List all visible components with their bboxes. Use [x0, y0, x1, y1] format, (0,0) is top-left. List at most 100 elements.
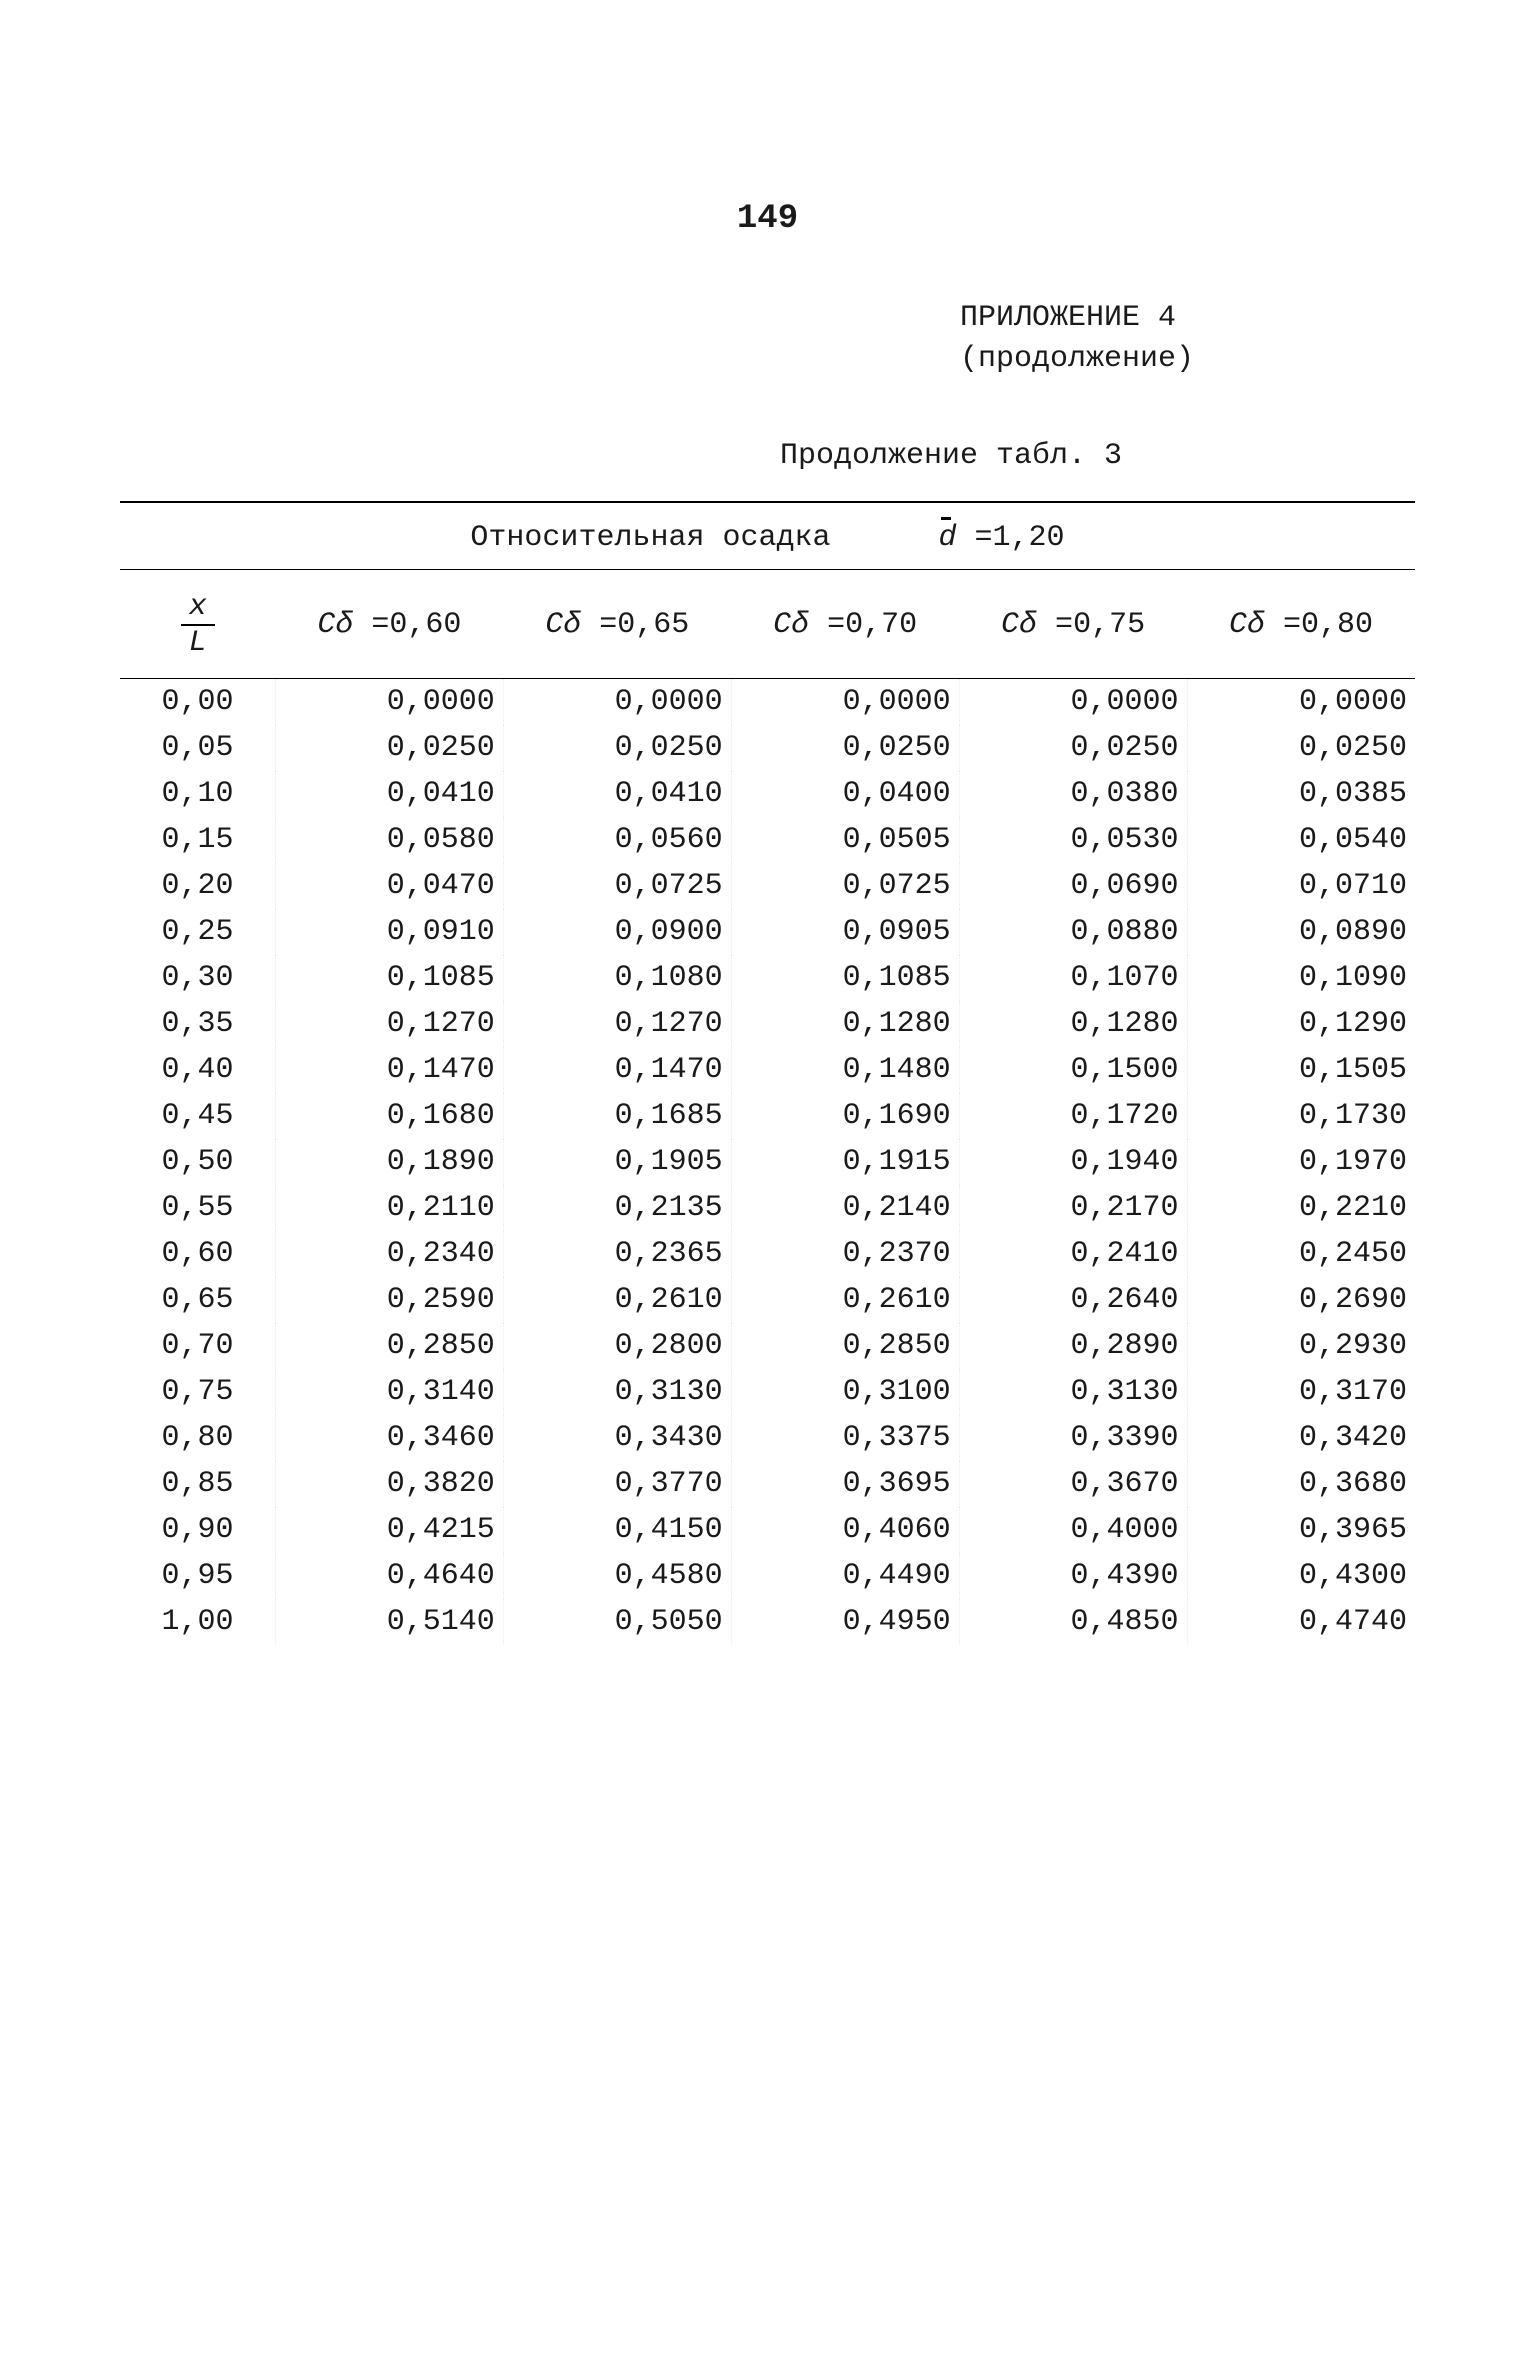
data-cell: 0,1940	[959, 1139, 1187, 1185]
row-label-cell: 0,70	[120, 1323, 275, 1369]
table-row: 0,100,04100,04100,04000,03800,0385	[120, 771, 1415, 817]
data-cell: 0,4390	[959, 1553, 1187, 1599]
row-label-cell: 0,60	[120, 1231, 275, 1277]
table-row: 0,150,05800,05600,05050,05300,0540	[120, 817, 1415, 863]
data-cell: 0,4950	[731, 1599, 959, 1645]
row-label-cell: 1,00	[120, 1599, 275, 1645]
table-row: 0,900,42150,41500,40600,40000,3965	[120, 1507, 1415, 1553]
data-cell: 0,4060	[731, 1507, 959, 1553]
page: 149 ПРИЛОЖЕНИЕ 4 (продолжение) Продолжен…	[0, 0, 1535, 2363]
data-cell: 0,4150	[503, 1507, 731, 1553]
table-row: 0,400,14700,14700,14800,15000,1505	[120, 1047, 1415, 1093]
table-super-header: Относительная осадка d =1,20	[120, 502, 1415, 570]
table-row: 0,450,16800,16850,16900,17200,1730	[120, 1093, 1415, 1139]
data-cell: 0,1905	[503, 1139, 731, 1185]
data-cell: 0,4215	[275, 1507, 503, 1553]
data-cell: 0,0250	[731, 725, 959, 771]
data-cell: 0,3130	[503, 1369, 731, 1415]
row-label-cell: 0,15	[120, 817, 275, 863]
data-cell: 0,0000	[731, 679, 959, 726]
col-head-5: Cδ =0,80	[1187, 570, 1415, 679]
col-head-4: Cδ =0,75	[959, 570, 1187, 679]
data-cell: 0,0470	[275, 863, 503, 909]
col-head-3: Cδ =0,70	[731, 570, 959, 679]
data-cell: 0,4580	[503, 1553, 731, 1599]
data-cell: 0,2610	[503, 1277, 731, 1323]
data-cell: 0,0250	[503, 725, 731, 771]
data-cell: 0,2170	[959, 1185, 1187, 1231]
data-cell: 0,2110	[275, 1185, 503, 1231]
data-cell: 0,1280	[959, 1001, 1187, 1047]
table-caption: Продолжение табл. 3	[780, 439, 1415, 473]
data-cell: 0,3430	[503, 1415, 731, 1461]
data-cell: 0,0250	[275, 725, 503, 771]
data-cell: 0,3965	[1187, 1507, 1415, 1553]
data-cell: 0,1500	[959, 1047, 1187, 1093]
data-cell: 0,0000	[503, 679, 731, 726]
data-cell: 0,1680	[275, 1093, 503, 1139]
data-cell: 0,2610	[731, 1277, 959, 1323]
frac-num: x	[181, 592, 215, 626]
data-cell: 0,1480	[731, 1047, 959, 1093]
table-row: 0,300,10850,10800,10850,10700,1090	[120, 955, 1415, 1001]
data-cell: 0,0690	[959, 863, 1187, 909]
data-cell: 0,5050	[503, 1599, 731, 1645]
data-cell: 0,0900	[503, 909, 731, 955]
data-cell: 0,1915	[731, 1139, 959, 1185]
data-cell: 0,1290	[1187, 1001, 1415, 1047]
row-label-cell: 0,65	[120, 1277, 275, 1323]
data-cell: 0,0905	[731, 909, 959, 955]
col-head-2: Cδ =0,65	[503, 570, 731, 679]
table-row: 0,050,02500,02500,02500,02500,0250	[120, 725, 1415, 771]
data-cell: 0,2370	[731, 1231, 959, 1277]
data-cell: 0,3680	[1187, 1461, 1415, 1507]
data-cell: 0,3390	[959, 1415, 1187, 1461]
data-cell: 0,0505	[731, 817, 959, 863]
data-cell: 0,4300	[1187, 1553, 1415, 1599]
data-cell: 0,4000	[959, 1507, 1187, 1553]
data-cell: 0,0000	[275, 679, 503, 726]
frac-den: L	[181, 626, 215, 658]
data-cell: 0,0890	[1187, 909, 1415, 955]
data-cell: 0,3375	[731, 1415, 959, 1461]
data-cell: 0,2365	[503, 1231, 731, 1277]
d-bar-symbol: d	[939, 521, 957, 555]
data-cell: 0,0725	[731, 863, 959, 909]
page-number: 149	[120, 200, 1415, 238]
data-cell: 0,2410	[959, 1231, 1187, 1277]
data-cell: 0,1270	[503, 1001, 731, 1047]
data-cell: 0,0560	[503, 817, 731, 863]
appendix-block: ПРИЛОЖЕНИЕ 4 (продолжение)	[960, 298, 1415, 379]
data-cell: 0,3170	[1187, 1369, 1415, 1415]
table-row: 0,350,12700,12700,12800,12800,1290	[120, 1001, 1415, 1047]
row-label-cell: 0,90	[120, 1507, 275, 1553]
data-cell: 0,1730	[1187, 1093, 1415, 1139]
data-cell: 0,1085	[275, 955, 503, 1001]
table-row: 0,650,25900,26100,26100,26400,2690	[120, 1277, 1415, 1323]
data-cell: 0,1470	[503, 1047, 731, 1093]
data-cell: 0,0250	[959, 725, 1187, 771]
table-row: 0,000,00000,00000,00000,00000,0000	[120, 679, 1415, 726]
col-head-1: Cδ =0,60	[275, 570, 503, 679]
data-cell: 0,1085	[731, 955, 959, 1001]
data-cell: 0,1080	[503, 955, 731, 1001]
table-header-row: x L Cδ =0,60 Cδ =0,65 Cδ =0,70 Cδ	[120, 570, 1415, 679]
data-cell: 0,1470	[275, 1047, 503, 1093]
data-cell: 0,0580	[275, 817, 503, 863]
row-label-cell: 0,10	[120, 771, 275, 817]
data-cell: 0,0910	[275, 909, 503, 955]
data-cell: 0,0725	[503, 863, 731, 909]
data-cell: 0,1280	[731, 1001, 959, 1047]
col-head-ratio: x L	[120, 570, 275, 679]
data-cell: 0,0880	[959, 909, 1187, 955]
data-cell: 0,2850	[275, 1323, 503, 1369]
data-cell: 0,1505	[1187, 1047, 1415, 1093]
table-row: 0,600,23400,23650,23700,24100,2450	[120, 1231, 1415, 1277]
table-body: 0,000,00000,00000,00000,00000,00000,050,…	[120, 679, 1415, 1646]
data-cell: 0,0380	[959, 771, 1187, 817]
data-cell: 0,1970	[1187, 1139, 1415, 1185]
row-label-cell: 0,85	[120, 1461, 275, 1507]
data-cell: 0,4740	[1187, 1599, 1415, 1645]
data-cell: 0,4490	[731, 1553, 959, 1599]
data-cell: 0,1090	[1187, 955, 1415, 1001]
